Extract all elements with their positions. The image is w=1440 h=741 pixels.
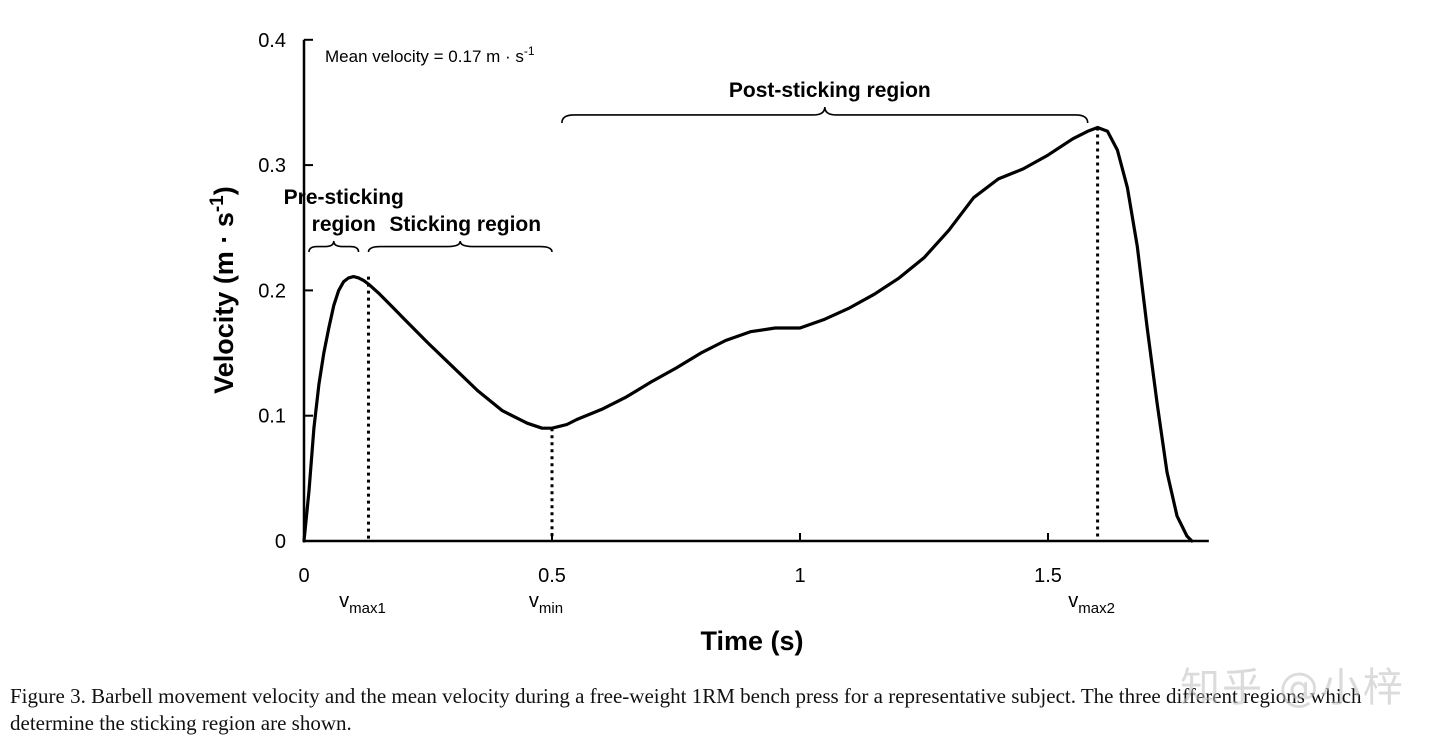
region-label: region bbox=[312, 213, 376, 236]
x-tick-label: 0.5 bbox=[538, 565, 566, 587]
y-axis-title: Velocity (m · s-1) bbox=[207, 186, 239, 393]
y-tick-label: 0.1 bbox=[258, 406, 286, 428]
marker-label: vmin bbox=[529, 590, 563, 617]
region-label: Pre-sticking bbox=[284, 186, 404, 209]
region-label: Sticking region bbox=[389, 213, 541, 236]
marker-guides bbox=[366, 127, 1100, 541]
x-tick-label: 0 bbox=[298, 565, 309, 587]
y-tick-label: 0.2 bbox=[258, 280, 286, 302]
marker-labels: vmax1 vmin vmax2 bbox=[339, 590, 1115, 617]
x-tick-label: 1.5 bbox=[1034, 565, 1062, 587]
region-braces: Pre-sticking region Sticking region Post-st… bbox=[284, 79, 1089, 253]
region-brace bbox=[308, 240, 360, 253]
watermark: 知乎 @小梓 bbox=[1180, 665, 1405, 711]
velocity-series-line bbox=[302, 125, 1194, 543]
mean-velocity-annotation: Mean velocity = 0.17 m · s-1 bbox=[325, 44, 535, 66]
region-brace bbox=[561, 106, 1089, 124]
marker-label: vmax2 bbox=[1068, 590, 1115, 617]
y-tick-label: 0 bbox=[275, 531, 286, 553]
velocity-time-chart: 0 0.1 0.2 0.3 0.4 0 0.5 1 1.5 Pre-sticking region… bbox=[207, 30, 1209, 656]
region-label: Post-sticking region bbox=[729, 79, 931, 102]
axis-ticks: 0 0.1 0.2 0.3 0.4 0 0.5 1 1.5 bbox=[258, 30, 1062, 587]
figure-caption: Figure 3. Barbell movement velocity and … bbox=[10, 684, 1362, 735]
y-tick-label: 0.4 bbox=[258, 30, 286, 52]
y-tick-label: 0.3 bbox=[258, 155, 286, 177]
region-brace bbox=[367, 240, 553, 253]
x-axis-title: Time (s) bbox=[700, 626, 803, 656]
marker-label: vmax1 bbox=[339, 590, 386, 617]
x-tick-label: 1 bbox=[794, 565, 805, 587]
